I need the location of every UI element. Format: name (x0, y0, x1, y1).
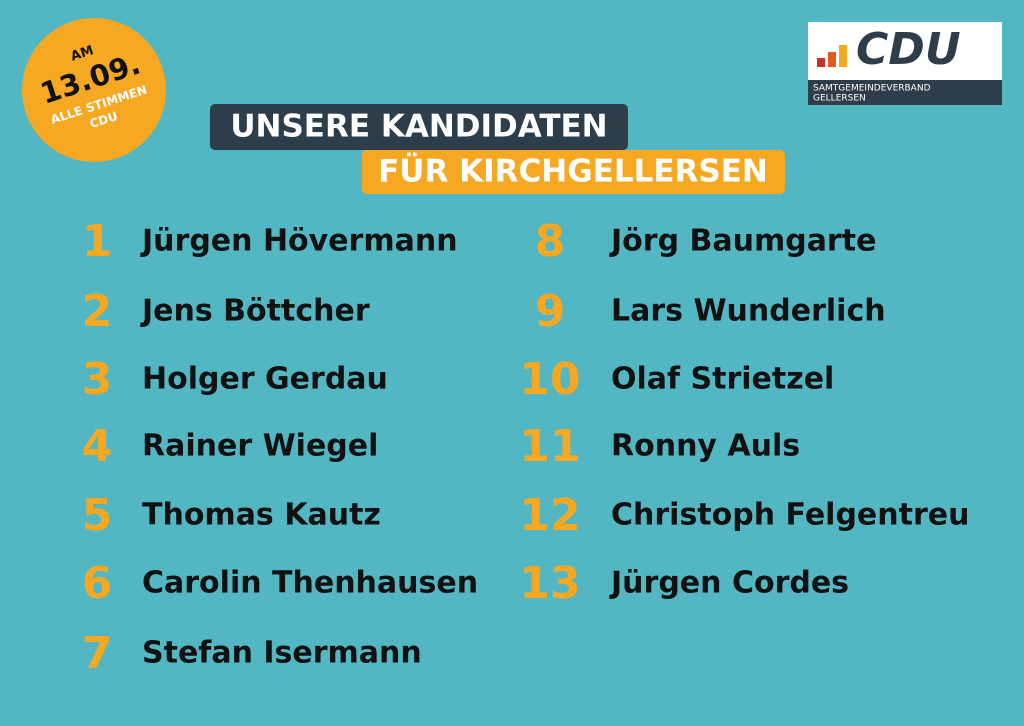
candidate-name: Jürgen Cordes (609, 566, 849, 601)
logo: CDU SAMTGEMEINDEVERBAND GELLERSEN (808, 22, 1002, 105)
candidate-name: Jörg Baumgarte (609, 224, 876, 259)
logo-bar (808, 80, 1002, 105)
title-line: FÜR KIRCHGELLERSEN (378, 153, 768, 190)
candidate-name: Carolin Thenhausen (142, 566, 478, 601)
candidate-number: 6 (82, 558, 113, 609)
logo-icon (839, 45, 847, 67)
candidate-name: Olaf Strietzel (611, 362, 834, 397)
candidate-number: 3 (82, 354, 113, 405)
candidate-name: Lars Wunderlich (611, 294, 886, 329)
candidate-name: Jens Böttcher (140, 294, 370, 329)
title-box (362, 150, 785, 194)
badge-text: AM (69, 43, 96, 64)
candidate-number: 12 (519, 490, 580, 541)
logo-icon (828, 52, 836, 67)
candidate-name: Rainer Wiegel (142, 429, 378, 464)
candidate-number: 2 (82, 286, 113, 337)
logo-icon (817, 58, 825, 67)
candidate-name: Stefan Isermann (142, 636, 422, 671)
candidate-number: 10 (519, 354, 580, 405)
logo-subtitle: GELLERSEN (813, 94, 866, 104)
logo-subtitle: SAMTGEMEINDEVERBAND (813, 84, 931, 94)
title-box (210, 104, 628, 150)
candidate-number: 5 (82, 490, 113, 541)
candidate-name: Ronny Auls (611, 429, 800, 464)
title: UNSERE KANDIDATEN FÜR KIRCHGELLERSEN (210, 104, 785, 194)
candidate-number: 11 (519, 421, 580, 472)
title-line: UNSERE KANDIDATEN (230, 109, 607, 145)
badge-circle (22, 18, 166, 162)
candidate-number: 13 (519, 558, 580, 609)
candidate-name: Jürgen Hövermann (140, 224, 458, 259)
candidate-name: Christoph Felgentreu (611, 498, 969, 533)
logo-name: CDU (856, 24, 961, 75)
candidate-number: 1 (82, 216, 113, 267)
candidate-name: Thomas Kautz (142, 498, 381, 533)
candidate-number: 9 (535, 286, 566, 337)
candidate-number: 8 (535, 216, 566, 267)
candidate-number: 4 (82, 421, 113, 472)
badge: AM 13.09. ALLE STIMMEN CDU (22, 18, 166, 162)
candidate-number: 7 (82, 628, 113, 679)
candidate-name: Holger Gerdau (142, 362, 388, 397)
